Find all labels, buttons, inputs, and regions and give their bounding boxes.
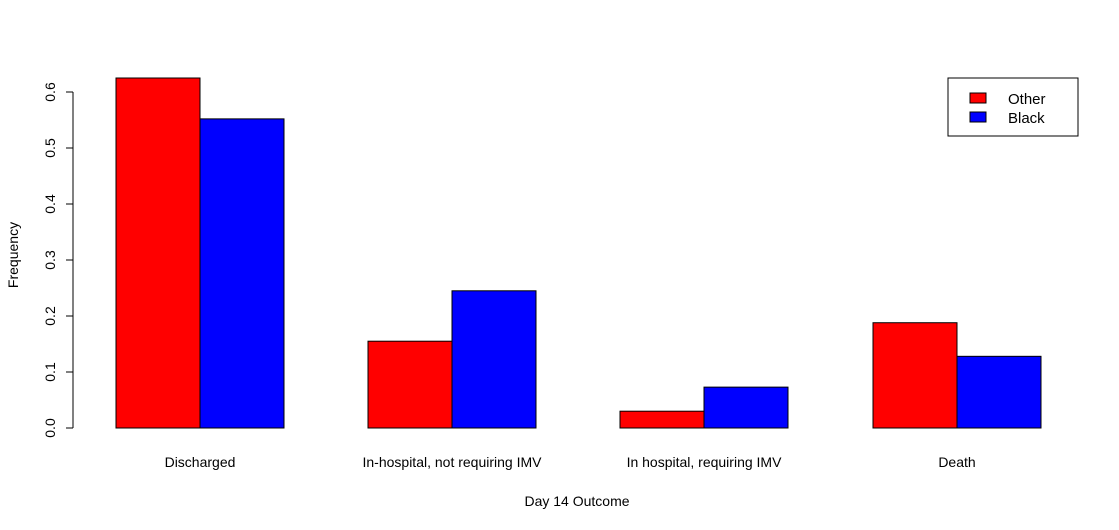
bar-black-3 xyxy=(956,355,1042,429)
y-tick-label: 0.6 xyxy=(42,82,58,102)
bar-black-2 xyxy=(703,386,789,429)
y-tick-label: 0.4 xyxy=(42,194,58,214)
x-tick-labels: Discharged In-hospital, not requiring IMV… xyxy=(165,454,976,470)
bar-other-0 xyxy=(115,77,201,429)
legend-label-other: Other xyxy=(1008,91,1046,108)
x-tick-label: In-hospital, not requiring IMV xyxy=(363,454,543,470)
legend-label-black: Black xyxy=(1008,110,1045,127)
y-tick-label: 0.2 xyxy=(42,306,58,326)
legend-swatch-other xyxy=(969,92,987,104)
bars-layer xyxy=(115,77,1042,429)
bar-black-1 xyxy=(451,290,537,429)
y-tick-label: 0.0 xyxy=(42,418,58,438)
bar-other-3 xyxy=(872,322,958,429)
bar-other-2 xyxy=(619,410,705,429)
bar-other-1 xyxy=(367,340,453,429)
y-tick-label: 0.3 xyxy=(42,250,58,270)
y-axis: 0.0 0.1 0.2 0.3 0.4 0.5 0.6 xyxy=(42,82,74,438)
x-tick-label: In hospital, requiring IMV xyxy=(627,454,783,470)
y-tick-label: 0.5 xyxy=(42,138,58,158)
bar-black-0 xyxy=(199,118,285,429)
x-tick-label: Discharged xyxy=(165,454,236,470)
y-tick-label: 0.1 xyxy=(42,362,58,382)
legend: Other Black xyxy=(947,77,1079,137)
x-axis-label: Day 14 Outcome xyxy=(524,493,629,509)
legend-swatch-black xyxy=(969,111,987,123)
y-axis-label: Frequency xyxy=(5,222,21,288)
x-tick-label: Death xyxy=(938,454,975,470)
legend-box xyxy=(947,77,1079,137)
